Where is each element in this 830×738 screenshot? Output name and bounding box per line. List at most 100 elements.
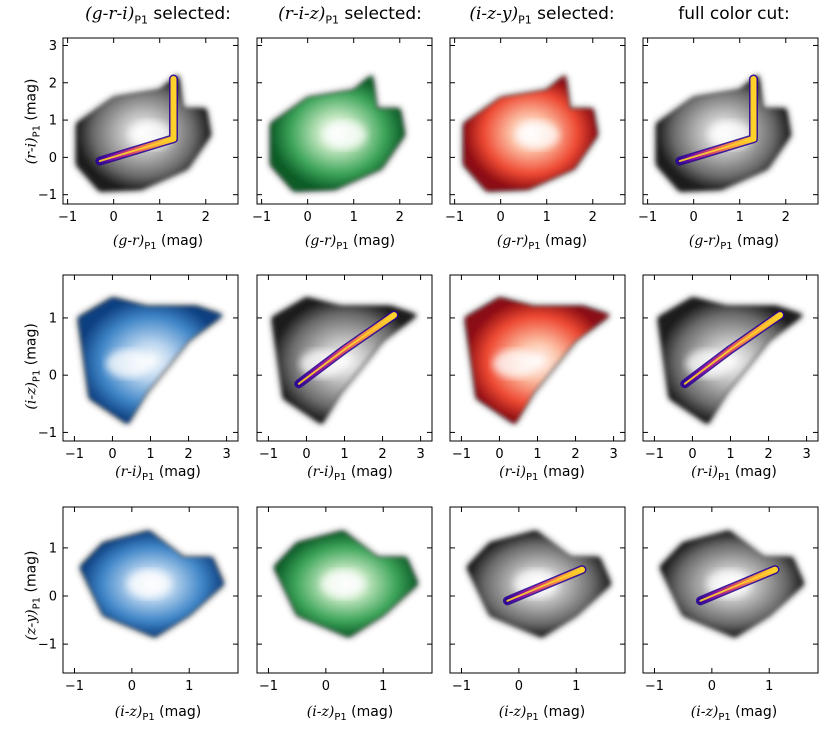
- selected-track-core: [506, 568, 583, 602]
- x-tick-label: 0: [690, 210, 698, 225]
- x-tick-label: 1: [350, 210, 358, 225]
- panel-r3c1: −1 0 1 −1 0 1: [38, 506, 239, 694]
- x-axis-label-r3c1: (i-z)P1 (mag): [114, 704, 202, 723]
- panel-r2c2: −1 0 1 2 3: [256, 274, 433, 462]
- y-axis-label-row3: (z-y)P1 (mag): [23, 550, 43, 641]
- panel-r3c3: −1 0 1: [449, 506, 626, 694]
- plot-frame: [449, 506, 626, 674]
- selected-track-core: [699, 568, 776, 602]
- y-tick-label: 0: [49, 590, 57, 605]
- panel-r1c2: −1 0 1 2: [252, 37, 433, 225]
- plot-frame: [642, 506, 819, 674]
- x-tick-label: −1: [452, 447, 471, 462]
- column-title-3: (i-z-y)P1 selected:: [469, 4, 615, 27]
- density-core: [127, 569, 172, 598]
- density-core: [321, 569, 366, 598]
- panel-r2c4: −1 0 1 2 3: [642, 274, 819, 462]
- x-tick-label: 0: [708, 679, 716, 694]
- x-tick-label: 1: [185, 679, 193, 694]
- x-tick-label: −1: [259, 447, 278, 462]
- x-tick-label: 1: [765, 679, 773, 694]
- selected-track-core: [98, 78, 175, 163]
- density-cloud: [78, 297, 223, 424]
- panel-r2c3: −1 0 1 2 3: [449, 274, 626, 462]
- y-tick-label: 0: [49, 369, 57, 384]
- y-tick-label: 2: [49, 76, 57, 91]
- x-tick-label: −1: [259, 679, 278, 694]
- x-axis-label-r3c3: (i-z)P1 (mag): [498, 704, 586, 723]
- x-tick-label: −1: [445, 210, 464, 225]
- x-tick-label: 0: [302, 447, 310, 462]
- x-tick-label: −1: [452, 679, 471, 694]
- x-tick-label: 3: [416, 447, 424, 462]
- x-tick-label: 0: [108, 447, 116, 462]
- x-tick-label: 2: [571, 447, 579, 462]
- x-tick-label: 2: [589, 210, 597, 225]
- x-axis-label-r1c1: (g-r)P1 (mag): [112, 233, 204, 252]
- x-axis-label-r2c2: (r-i)P1 (mag): [307, 464, 393, 483]
- x-tick-label: 3: [222, 447, 230, 462]
- selected-track-core: [683, 314, 781, 385]
- x-tick-label: 0: [304, 210, 312, 225]
- panel-r3c2: −1 0 1: [256, 506, 433, 694]
- x-tick-label: 0: [128, 679, 136, 694]
- density-core: [322, 120, 367, 149]
- x-axis-label-r2c3: (r-i)P1 (mag): [499, 464, 585, 483]
- selected-track-core: [297, 314, 395, 385]
- density-core: [105, 349, 150, 378]
- y-tick-label: −1: [38, 638, 57, 653]
- y-tick-label: 1: [49, 311, 57, 326]
- density-cloud: [465, 297, 610, 424]
- column-title-4: full color cut:: [678, 4, 790, 24]
- x-axis-label-r3c2: (i-z)P1 (mag): [306, 704, 394, 723]
- x-tick-label: 3: [802, 447, 810, 462]
- panel-r1c4: −1 0 1 2: [638, 37, 819, 225]
- x-tick-label: 2: [782, 210, 790, 225]
- plot-frame: [62, 506, 239, 674]
- panel-r1c1: −1 0 1 2 −1 0 1 2 3: [38, 37, 239, 225]
- plot-frame: [256, 506, 433, 674]
- y-tick-label: 3: [49, 39, 57, 54]
- x-tick-label: 0: [497, 210, 505, 225]
- x-axis-label-r1c2: (g-r)P1 (mag): [304, 233, 396, 252]
- x-tick-label: 0: [110, 210, 118, 225]
- y-tick-label: 1: [49, 114, 57, 129]
- plot-frame: [449, 37, 626, 205]
- x-axis-label-r1c4: (g-r)P1 (mag): [688, 233, 780, 252]
- x-tick-label: 0: [495, 447, 503, 462]
- x-tick-label: 1: [533, 447, 541, 462]
- x-tick-label: 1: [146, 447, 154, 462]
- x-tick-label: −1: [65, 447, 84, 462]
- y-tick-label: 1: [49, 541, 57, 556]
- x-axis-label-r2c1: (r-i)P1 (mag): [115, 464, 201, 483]
- x-tick-label: 2: [764, 447, 772, 462]
- x-tick-label: −1: [252, 210, 271, 225]
- x-tick-label: 1: [340, 447, 348, 462]
- density-core: [492, 349, 537, 378]
- y-tick-label: 0: [49, 151, 57, 166]
- x-axis-label-r1c3: (g-r)P1 (mag): [496, 233, 588, 252]
- x-tick-label: 1: [543, 210, 551, 225]
- x-tick-label: 2: [202, 210, 210, 225]
- x-tick-label: 1: [726, 447, 734, 462]
- x-tick-label: 1: [572, 679, 580, 694]
- x-tick-label: 1: [736, 210, 744, 225]
- x-axis-label-r3c4: (i-z)P1 (mag): [690, 704, 778, 723]
- panel-r1c3: −1 0 1 2: [445, 37, 626, 225]
- y-tick-label: −1: [38, 426, 57, 441]
- x-tick-label: 1: [156, 210, 164, 225]
- column-title-2: (r-i-z)P1 selected:: [278, 4, 422, 27]
- panel-r3c4: −1 0 1: [642, 506, 819, 694]
- x-tick-label: 3: [609, 447, 617, 462]
- x-tick-label: −1: [65, 679, 84, 694]
- x-tick-label: 2: [184, 447, 192, 462]
- x-tick-label: −1: [645, 679, 664, 694]
- x-tick-label: 1: [379, 679, 387, 694]
- density-core: [515, 120, 560, 149]
- selected-track-core: [678, 78, 755, 163]
- x-tick-label: 2: [378, 447, 386, 462]
- y-axis-label-row2: (i-z)P1 (mag): [23, 323, 43, 410]
- x-tick-label: −1: [58, 210, 77, 225]
- plot-frame: [642, 37, 819, 205]
